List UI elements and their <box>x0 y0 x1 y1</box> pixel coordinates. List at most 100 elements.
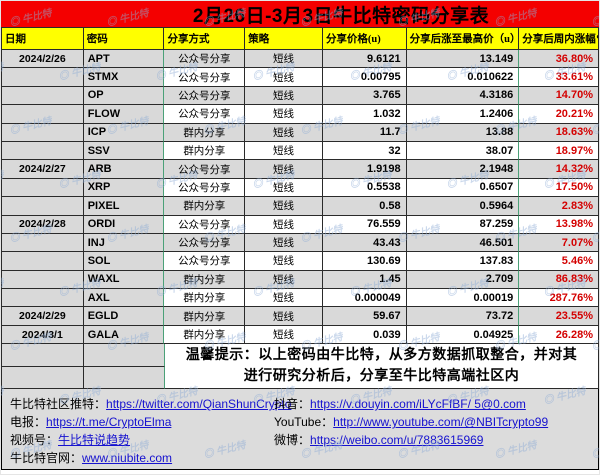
column-header-gain: 分享后周内涨幅% <box>519 28 599 50</box>
cell-gain: 18.63% <box>519 123 599 142</box>
cell-high: 0.00019 <box>406 289 520 308</box>
column-header-strategy: 策略 <box>245 28 323 50</box>
empty-date-cells <box>2 344 84 390</box>
data-table: 日期 密码 分享方式 策略 分享价格(u) 分享后涨至最高价（u） 分享后周内涨… <box>1 28 599 390</box>
cell-code: AXL <box>83 289 165 308</box>
footer-right-column: 抖音：https://v.douyin.com/iLYcFfBF/ 5@0.co… <box>274 395 598 469</box>
footer-label: 微博： <box>274 433 311 448</box>
cell-high: 13.149 <box>406 50 520 69</box>
cell-code: ORDI <box>83 215 165 234</box>
cell-date <box>2 252 84 271</box>
cell-gain: 14.32% <box>519 160 599 179</box>
cell-date <box>2 270 84 290</box>
footer-link[interactable]: https://twitter.com/QianShunCrypto <box>106 397 292 412</box>
table-row: ICP 群内分享 短线 11.7 13.88 18.63% <box>2 123 599 142</box>
table-row: 2024/3/1 GALA 群内分享 短线 0.039 0.04925 26.2… <box>2 325 599 345</box>
cell-code: SSV <box>83 141 165 161</box>
cell-date: 2024/2/29 <box>2 307 84 326</box>
footer-label: YouTube： <box>274 415 334 430</box>
cell-price: 0.039 <box>322 325 407 345</box>
cell-date <box>2 86 84 106</box>
cell-high: 13.88 <box>406 123 520 142</box>
cell-code: EGLD <box>83 307 165 326</box>
cell-gain: 86.83% <box>519 270 599 290</box>
cell-code: OP <box>83 86 165 106</box>
cell-price: 9.6121 <box>322 50 407 69</box>
cell-gain: 26.28% <box>519 325 599 345</box>
column-header-price: 分享价格(u) <box>322 28 407 50</box>
cell-method: 公众号分享 <box>164 68 246 87</box>
cell-method: 公众号分享 <box>164 178 246 198</box>
cell-gain: 17.50% <box>519 178 599 198</box>
footer-link[interactable]: http://www.youtube.com/@NBITcrypto99 <box>333 415 549 430</box>
cell-code: PIXEL <box>83 197 165 216</box>
column-header-method: 分享方式 <box>164 28 246 50</box>
notice: 温馨提示：以上密码由牛比特，从多方数据抓取整合，并对其 进行研究分析后，分享至牛… <box>165 344 599 390</box>
footer-link[interactable]: https://t.me/CryptoElma <box>46 415 172 430</box>
notice-line-2: 进行研究分析后，分享至牛比特高端社区内 <box>243 369 520 385</box>
cell-method: 群内分享 <box>164 197 246 216</box>
cell-date: 2024/3/1 <box>2 325 84 345</box>
footer-link[interactable]: https://weibo.com/u/7883615969 <box>310 433 484 448</box>
cell-high: 137.83 <box>406 252 520 271</box>
cell-high: 2.1948 <box>406 160 520 179</box>
cell-date <box>2 178 84 198</box>
cell-high: 87.259 <box>406 215 520 234</box>
cell-date <box>2 141 84 161</box>
cell-method: 群内分享 <box>164 325 246 345</box>
table-row: 2024/2/28 ORDI 公众号分享 短线 76.559 87.259 13… <box>2 215 599 234</box>
cell-method: 公众号分享 <box>164 215 246 234</box>
footer-label: 抖音： <box>274 397 311 412</box>
cell-high: 46.501 <box>406 233 520 253</box>
cell-strategy: 短线 <box>245 289 323 308</box>
cell-method: 公众号分享 <box>164 233 246 253</box>
cell-method: 群内分享 <box>164 123 246 142</box>
cell-strategy: 短线 <box>245 160 323 179</box>
cell-strategy: 短线 <box>245 233 323 253</box>
cell-price: 0.58 <box>322 197 407 216</box>
cell-high: 2.709 <box>406 270 520 290</box>
footer-label: 电报： <box>10 415 47 430</box>
cell-date <box>2 105 84 124</box>
empty-cell <box>2 366 84 390</box>
cell-high: 0.010622 <box>406 68 520 87</box>
cell-code: APT <box>83 50 165 69</box>
footer-links: 牛比特社区推特：https://twitter.com/QianShunCryp… <box>1 389 599 471</box>
table-body: 2024/2/26 APT 公众号分享 短线 9.6121 13.149 36.… <box>2 50 599 345</box>
footer-link[interactable]: www.niubite.com <box>82 451 173 466</box>
cell-high: 0.5964 <box>406 197 520 216</box>
table-row: OP 公众号分享 短线 3.765 4.3186 14.70% <box>2 86 599 106</box>
footer-link[interactable]: 牛比特说趋势 <box>58 433 131 448</box>
table-row: PIXEL 群内分享 短线 0.58 0.5964 2.83% <box>2 197 599 216</box>
cell-price: 130.69 <box>322 252 407 271</box>
cell-strategy: 短线 <box>245 270 323 290</box>
cell-date <box>2 123 84 142</box>
footer-label: 牛比特社区推特： <box>10 397 107 412</box>
cell-gain: 5.46% <box>519 252 599 271</box>
footer-link[interactable]: https://v.douyin.com/iLYcFfBF/ 5@0.com <box>310 397 526 412</box>
cell-code: XRP <box>83 178 165 198</box>
table-row: STMX 公众号分享 短线 0.00795 0.010622 33.61% <box>2 68 599 87</box>
cell-strategy: 短线 <box>245 123 323 142</box>
cell-price: 32 <box>322 141 407 161</box>
cell-price: 11.7 <box>322 123 407 142</box>
column-header-date: 日期 <box>2 28 84 50</box>
cell-price: 0.00795 <box>322 68 407 87</box>
cell-date: 2024/2/27 <box>2 160 84 179</box>
cell-date <box>2 289 84 308</box>
cell-code: STMX <box>83 68 165 87</box>
cell-price: 1.45 <box>322 270 407 290</box>
cell-high: 38.07 <box>406 141 520 161</box>
cell-date: 2024/2/28 <box>2 215 84 234</box>
cell-strategy: 短线 <box>245 68 323 87</box>
cell-gain: 2.83% <box>519 197 599 216</box>
cell-price: 1.9198 <box>322 160 407 179</box>
cell-price: 0.000049 <box>322 289 407 308</box>
cell-code: GALA <box>83 325 165 345</box>
cell-method: 公众号分享 <box>164 252 246 271</box>
cell-method: 公众号分享 <box>164 86 246 106</box>
page-title: 2月26日-3月3日牛比特密码分享表 <box>192 5 490 27</box>
cell-method: 公众号分享 <box>164 105 246 124</box>
footer-item: 牛比特官网：www.niubite.com <box>10 449 274 467</box>
